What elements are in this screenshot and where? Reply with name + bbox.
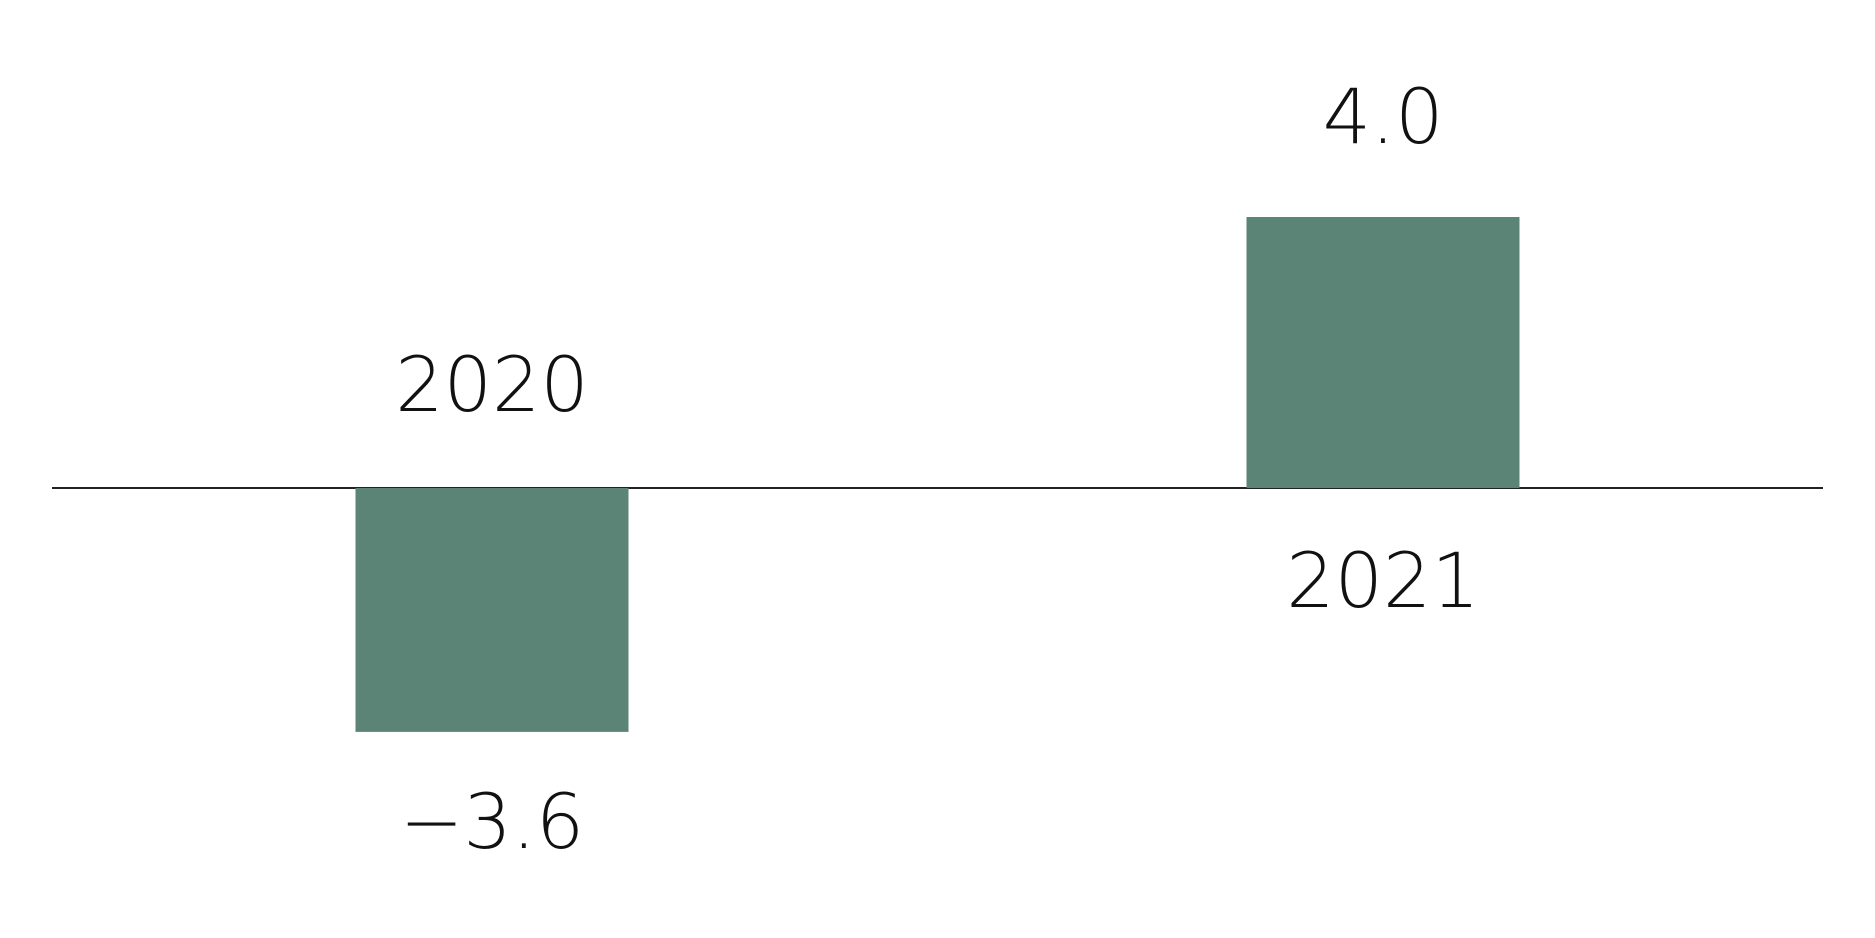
bar xyxy=(1246,217,1520,488)
category-label: 2020 xyxy=(395,340,588,429)
category-label: 2021 xyxy=(1286,536,1479,625)
value-label: −3.6 xyxy=(400,777,585,866)
bar xyxy=(355,488,629,732)
value-label: 4.0 xyxy=(1323,72,1444,161)
